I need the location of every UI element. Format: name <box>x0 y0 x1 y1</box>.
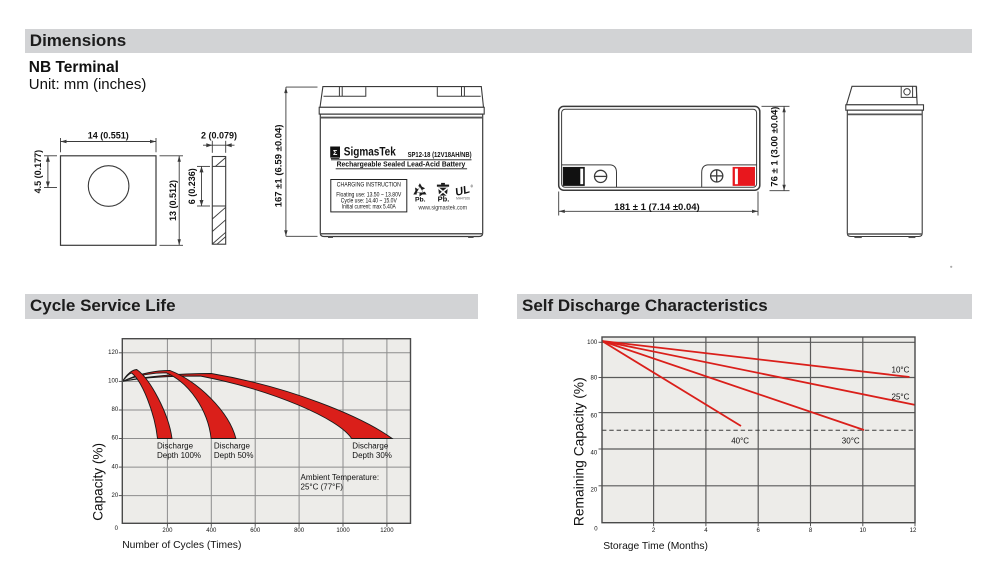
svg-text:Discharge: Discharge <box>157 442 194 451</box>
svg-text:60: 60 <box>591 413 598 419</box>
svg-text:Pb.: Pb. <box>415 196 426 203</box>
svg-text:Depth 50%: Depth 50% <box>214 451 254 460</box>
svg-text:Discharge: Discharge <box>214 442 251 451</box>
svg-text:Rechargeable Sealed Lead-Acid: Rechargeable Sealed Lead-Acid Battery <box>337 161 466 168</box>
svg-text:80: 80 <box>591 376 598 382</box>
svg-text:20: 20 <box>112 493 119 499</box>
svg-text:10°C: 10°C <box>892 366 910 375</box>
svg-text:13 (0.512): 13 (0.512) <box>168 180 178 221</box>
svg-text:2 (0.079): 2 (0.079) <box>201 131 237 141</box>
svg-text:Pb.: Pb. <box>438 195 450 204</box>
svg-text:Σ: Σ <box>333 148 338 157</box>
svg-text:4: 4 <box>704 528 708 534</box>
svg-text:Initial current: max 5.40A: Initial current: max 5.40A <box>342 204 397 211</box>
svg-text:200: 200 <box>162 528 173 534</box>
svg-text:25°C (77°F): 25°C (77°F) <box>301 483 344 492</box>
svg-text:Floating use: 13.50 ~ 13.80V: Floating use: 13.50 ~ 13.80V <box>336 191 402 198</box>
svg-text:14 (0.551): 14 (0.551) <box>88 131 129 141</box>
svg-text:100: 100 <box>108 379 119 385</box>
svg-text:167 ±1 (6.59 ±0.04): 167 ±1 (6.59 ±0.04) <box>274 125 285 208</box>
svg-text:Remaining Capacity (%): Remaining Capacity (%) <box>572 377 587 526</box>
svg-text:MH47926: MH47926 <box>456 197 470 201</box>
svg-text:20: 20 <box>591 487 598 493</box>
svg-text:0: 0 <box>115 526 119 532</box>
svg-text:Storage Time (Months): Storage Time (Months) <box>603 541 708 552</box>
svg-text:40°C: 40°C <box>731 436 749 445</box>
svg-text:800: 800 <box>294 528 305 534</box>
svg-text:600: 600 <box>250 528 261 534</box>
svg-text:SigmasTek: SigmasTek <box>344 147 397 159</box>
svg-text:60: 60 <box>112 436 119 442</box>
svg-text:400: 400 <box>206 528 217 534</box>
svg-text:6 (0.236): 6 (0.236) <box>187 168 197 204</box>
svg-text:CHARGING INSTRUCTION: CHARGING INSTRUCTION <box>337 182 401 189</box>
svg-text:8: 8 <box>809 528 813 534</box>
svg-text:6: 6 <box>757 528 761 534</box>
svg-text:76 ± 1 (3.00 ±0.04): 76 ± 1 (3.00 ±0.04) <box>770 107 781 187</box>
svg-text:120: 120 <box>108 350 119 356</box>
svg-text:2: 2 <box>652 528 656 534</box>
svg-text:40: 40 <box>112 464 119 470</box>
svg-text:1000: 1000 <box>336 528 350 534</box>
svg-text:1200: 1200 <box>380 528 394 534</box>
svg-text:40: 40 <box>591 450 598 456</box>
svg-text:10: 10 <box>859 528 866 534</box>
svg-text:®: ® <box>471 185 474 189</box>
svg-text:Capacity (%): Capacity (%) <box>91 443 106 521</box>
svg-text:Discharge: Discharge <box>352 442 389 451</box>
svg-text:100: 100 <box>587 340 598 346</box>
svg-text:25°C: 25°C <box>892 392 910 401</box>
svg-text:0: 0 <box>594 527 598 533</box>
svg-text:80: 80 <box>112 407 119 413</box>
svg-text:Number of Cycles (Times): Number of Cycles (Times) <box>122 540 241 551</box>
svg-text:SP12-18 (12V18AH/NB): SP12-18 (12V18AH/NB) <box>408 150 472 159</box>
svg-text:Ambient Temperature:: Ambient Temperature: <box>301 473 380 482</box>
svg-text:Cycle use: 14.40 ~ 15.0V: Cycle use: 14.40 ~ 15.0V <box>341 198 398 205</box>
svg-text:181 ± 1 (7.14 ±0.04): 181 ± 1 (7.14 ±0.04) <box>614 202 699 213</box>
svg-text:UL: UL <box>454 183 472 198</box>
svg-text:Depth 100%: Depth 100% <box>157 451 201 460</box>
svg-text:4.5 (0.177): 4.5 (0.177) <box>33 150 43 194</box>
svg-text:Depth 30%: Depth 30% <box>352 451 392 460</box>
svg-text:30°C: 30°C <box>842 436 860 445</box>
svg-text:www.sigmastek.com: www.sigmastek.com <box>418 204 468 211</box>
svg-text:12: 12 <box>910 528 917 534</box>
